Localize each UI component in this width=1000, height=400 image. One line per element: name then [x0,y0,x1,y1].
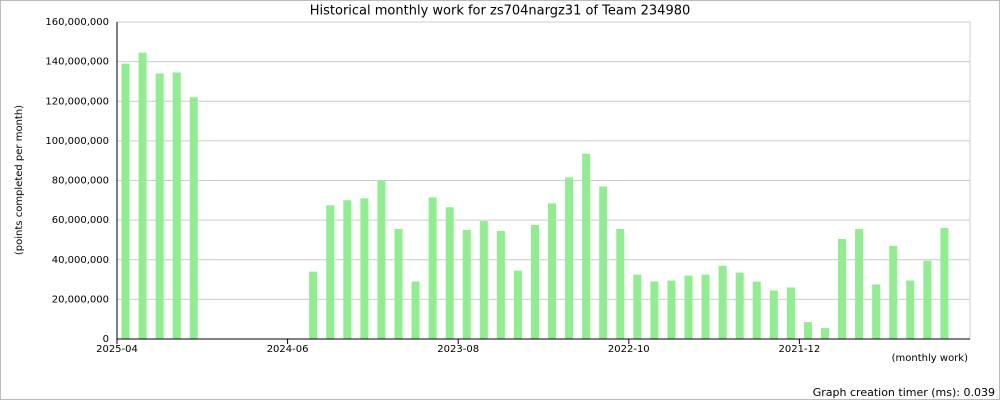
x-tick-label: 2023-08 [437,344,479,355]
bar [906,280,915,339]
bar [803,322,812,339]
x-tick-label: 2025-04 [96,344,138,355]
bar [752,281,761,339]
bar [360,198,369,339]
bar [838,238,847,339]
bar [633,274,642,339]
bar [855,229,864,339]
bar [769,290,778,339]
bar [599,186,608,339]
bar [309,271,318,339]
bar [582,153,591,339]
y-tick-label: 40,000,000 [52,255,109,266]
x-tick-label: 2024-06 [267,344,309,355]
bar [172,72,181,339]
chart-title: Historical monthly work for zs704nargz31… [310,4,691,19]
bar [377,180,386,339]
bar [343,200,352,339]
y-tick-label: 20,000,000 [52,294,109,305]
bar [138,52,147,339]
bar [923,260,932,339]
bar [326,205,335,339]
bar [872,284,881,339]
bar [513,270,522,339]
bar [548,203,557,339]
bar [189,97,198,339]
bar [155,73,164,339]
y-tick-label: 140,000,000 [45,57,109,68]
bar [394,229,403,339]
x-axis-label: (monthly work) [892,353,968,364]
y-tick-label: 160,000,000 [45,17,109,28]
y-tick-label: 60,000,000 [52,215,109,226]
bar [530,225,539,339]
bar [786,287,795,339]
bar [701,274,710,339]
bar [940,228,949,339]
y-tick-label: 80,000,000 [52,176,109,187]
bar [889,245,898,339]
y-axis-label: (points completed per month) [14,105,25,255]
bar [462,230,471,339]
bar [616,229,625,339]
footer: Graph creation timer (ms): 0.039 [813,386,995,399]
y-tick-label: 100,000,000 [45,136,109,147]
bar [684,275,693,339]
bar [667,280,676,339]
bar [496,231,505,339]
bar [735,272,744,339]
y-tick-label: 0 [103,334,109,345]
bar [650,281,659,339]
bar [121,63,130,339]
bar [718,265,727,339]
bar [411,281,420,339]
x-tick-label: 2021-12 [779,344,821,355]
bar [820,328,829,339]
bar [445,207,454,339]
bar [479,221,488,339]
x-tick-label: 2022-10 [608,344,650,355]
bar [565,177,574,339]
bar [428,197,437,339]
y-tick-label: 120,000,000 [45,96,109,107]
